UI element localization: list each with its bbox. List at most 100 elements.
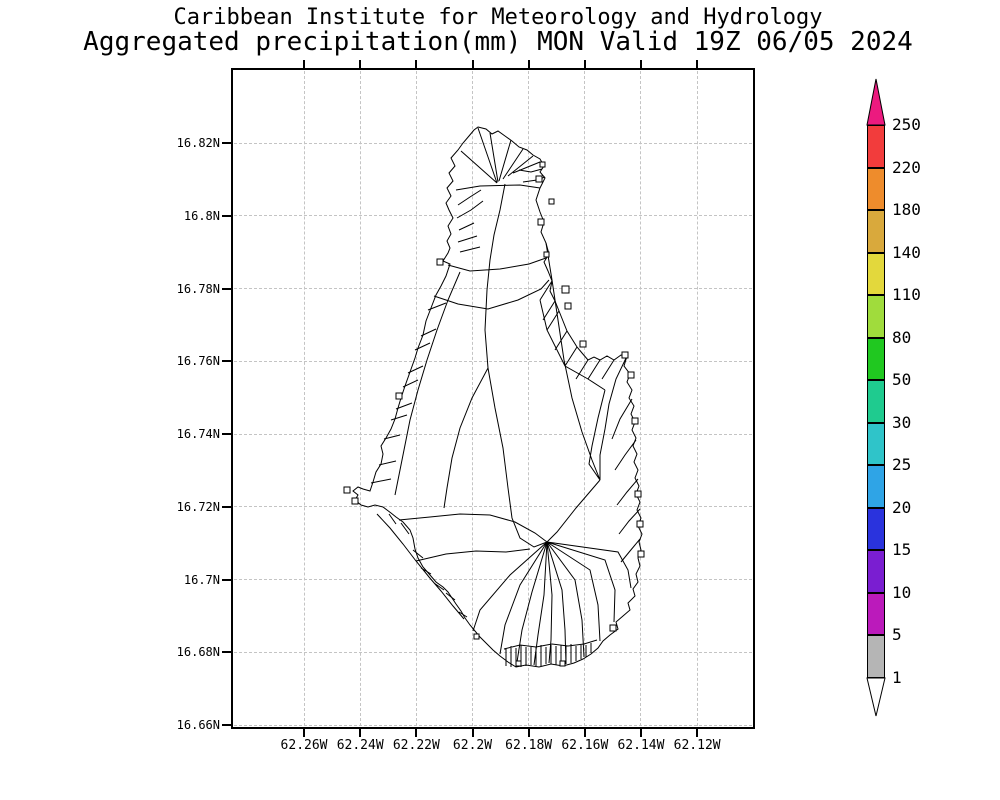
watershed-boundaries-south-fan	[472, 541, 632, 666]
colorbar-segment	[867, 592, 885, 635]
colorbar-tick-label: 25	[892, 455, 912, 474]
vertical-gridline	[696, 71, 698, 726]
lat-tick-mark	[222, 505, 231, 508]
lat-tick-label: 16.8N	[183, 208, 220, 223]
colorbar-segment	[867, 167, 885, 210]
lat-tick-label: 16.74N	[176, 427, 220, 442]
lat-tick-mark	[222, 142, 231, 145]
colorbar-segment	[867, 210, 885, 253]
colorbar-segment	[867, 422, 885, 465]
lon-tick-label: 62.2W	[452, 738, 493, 753]
colorbar-segment	[867, 465, 885, 508]
lon-tick-label: 62.12W	[673, 738, 721, 753]
colorbar-tick-label: 80	[892, 327, 912, 347]
vertical-gridline	[415, 71, 417, 726]
watershed-boundaries-southwest	[376, 513, 548, 620]
colorbar-segment	[867, 635, 885, 678]
colorbar-tick-label: 10	[892, 582, 912, 602]
lon-tick-mark-bottom	[471, 729, 474, 737]
lat-tick-label: 16.72N	[176, 499, 220, 514]
colorbar-tick-label: 140	[892, 242, 921, 262]
lon-tick-mark-bottom	[583, 729, 586, 737]
colorbar-top-arrow	[866, 78, 886, 126]
lat-tick-label: 16.68N	[176, 645, 220, 660]
watershed-boundaries-west	[370, 271, 461, 496]
south-coast-fringe	[503, 639, 598, 667]
horizontal-gridline	[234, 433, 752, 435]
horizontal-gridline	[234, 506, 752, 508]
colorbar-segment	[867, 550, 885, 593]
island-coastline	[352, 126, 643, 668]
lon-tick-mark-bottom	[696, 729, 699, 737]
plot-title-line1: Caribbean Institute for Meteorology and …	[173, 5, 823, 30]
vertical-gridline	[359, 71, 361, 726]
lat-tick-label: 16.76N	[176, 354, 220, 369]
lon-tick-label: 62.26W	[280, 738, 328, 753]
lon-tick-mark-top	[639, 60, 642, 68]
horizontal-gridline	[234, 288, 752, 290]
lon-tick-label: 62.16W	[561, 738, 609, 753]
lon-tick-mark-bottom	[527, 729, 530, 737]
vertical-gridline	[528, 71, 530, 726]
lon-tick-mark-bottom	[639, 729, 642, 737]
lon-tick-mark-bottom	[359, 729, 362, 737]
watershed-boundaries-central	[433, 183, 550, 548]
colorbar-segment	[867, 337, 885, 380]
horizontal-gridline	[234, 651, 752, 653]
colorbar-tick-label: 50	[892, 370, 912, 389]
plot-title-line2: Aggregated precipitation(mm) MON Valid 1…	[83, 27, 913, 57]
coastal-station-markers	[343, 161, 645, 667]
colorbar-tick-label: 110	[892, 285, 921, 304]
vertical-gridline	[640, 71, 642, 726]
colorbar-segment	[867, 380, 885, 423]
colorbar-segment	[867, 252, 885, 295]
lat-tick-mark	[222, 214, 231, 217]
lon-tick-mark-top	[471, 60, 474, 68]
colorbar-tick-label: 1	[892, 667, 902, 687]
horizontal-gridline	[234, 215, 752, 217]
lon-tick-label: 62.24W	[336, 738, 384, 753]
lon-tick-mark-top	[583, 60, 586, 68]
vertical-gridline	[472, 71, 473, 726]
colorbar-tick-label: 250	[892, 115, 921, 134]
horizontal-gridline	[234, 579, 752, 581]
vertical-gridline	[584, 71, 586, 726]
lon-tick-mark-top	[696, 60, 699, 68]
colorbar-tick-label: 180	[892, 200, 921, 219]
lat-tick-label: 16.82N	[176, 136, 220, 151]
lat-tick-mark	[222, 724, 231, 727]
lat-tick-label: 16.7N	[183, 572, 220, 587]
lat-tick-mark	[222, 360, 231, 363]
lat-tick-label: 16.66N	[176, 718, 220, 733]
lat-tick-mark	[222, 578, 231, 581]
lon-tick-mark-top	[303, 60, 306, 68]
vertical-gridline	[303, 71, 305, 726]
watershed-boundaries-east	[539, 242, 641, 563]
colorbar-segment	[867, 295, 885, 338]
horizontal-gridline	[234, 142, 752, 144]
lon-tick-mark-bottom	[415, 729, 418, 737]
lon-tick-mark-bottom	[303, 729, 306, 737]
watershed-boundaries-north	[455, 127, 546, 253]
lat-tick-label: 16.78N	[176, 281, 220, 296]
lon-tick-mark-top	[527, 60, 530, 68]
lon-tick-label: 62.18W	[505, 738, 553, 753]
colorbar-segment	[867, 125, 885, 168]
colorbar-tick-label: 15	[892, 540, 912, 559]
horizontal-gridline	[234, 360, 752, 362]
lon-tick-mark-top	[359, 60, 362, 68]
horizontal-gridline	[234, 724, 752, 726]
lon-tick-label: 62.14W	[617, 738, 665, 753]
colorbar-tick-label: 220	[892, 157, 921, 177]
colorbar-bottom-arrow	[866, 677, 886, 717]
colorbar-tick-label: 30	[892, 412, 912, 432]
lon-tick-label: 62.22W	[392, 738, 440, 753]
colorbar-segment	[867, 507, 885, 550]
lon-tick-mark-top	[415, 60, 418, 68]
lat-tick-mark	[222, 433, 231, 436]
colorbar-tick-label: 5	[892, 625, 902, 644]
colorbar-tick-label: 20	[892, 497, 912, 517]
